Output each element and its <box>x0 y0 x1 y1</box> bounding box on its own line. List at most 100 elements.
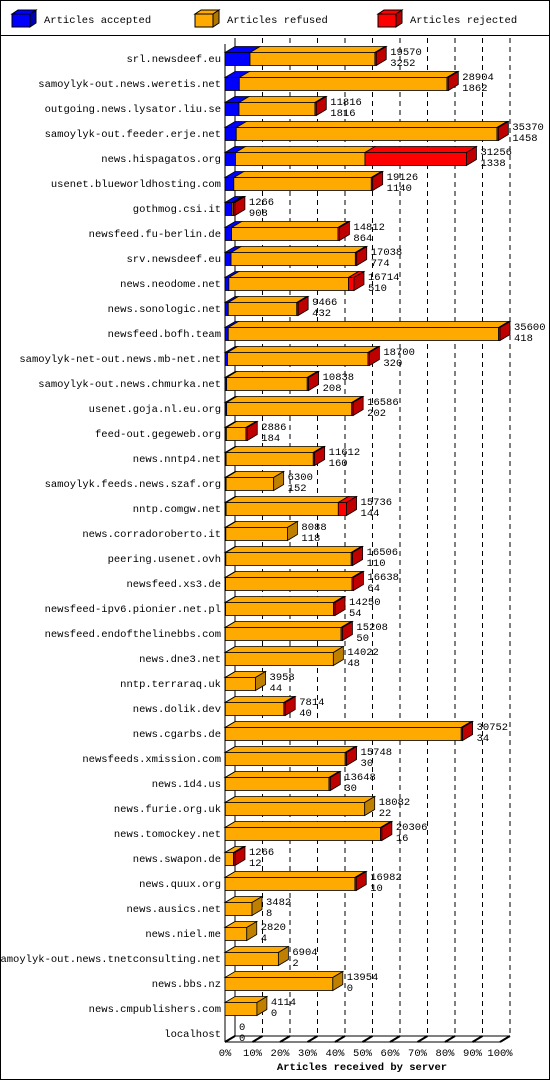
total-label: 0 <box>239 1022 245 1034</box>
accepted-label: 22 <box>379 808 392 820</box>
total-label: 2820 <box>261 922 286 934</box>
y-tick-label: localhost <box>164 1029 221 1041</box>
bar-end <box>256 995 268 1017</box>
total-label: 16982 <box>370 872 402 884</box>
x-tick-label: 90% <box>463 1048 483 1060</box>
bar-segment-top <box>237 96 327 103</box>
y-tick-label: samoylyk-out.news.chmurka.net <box>38 379 221 391</box>
total-label: 11816 <box>330 97 362 109</box>
x-tick-label: 70% <box>408 1048 428 1060</box>
total-label: 13954 <box>347 972 379 984</box>
legend-swatch <box>11 13 31 28</box>
bar-segment <box>224 227 232 241</box>
accepted-label: 4 <box>261 933 267 945</box>
accepted-label: 34 <box>477 733 490 745</box>
bar-end <box>447 70 459 92</box>
bar-segment <box>224 177 235 191</box>
total-label: 13648 <box>344 772 376 784</box>
bar-segment <box>224 777 330 791</box>
bar-segment <box>235 152 366 166</box>
total-label: 17038 <box>371 247 403 259</box>
tick-mark <box>499 1035 511 1043</box>
accepted-label: 0 <box>271 1008 277 1020</box>
y-tick-label: news.tomockey.net <box>114 829 221 841</box>
x-tick-label: 100% <box>487 1048 513 1060</box>
accepted-label: 10 <box>370 883 383 895</box>
bar-segment <box>224 852 235 866</box>
y-tick-label: news.quux.org <box>139 879 221 891</box>
bar-end <box>368 345 380 367</box>
accepted-label: 1140 <box>387 183 412 195</box>
bar-segment-top <box>223 721 473 728</box>
bar-segment <box>224 52 251 66</box>
bar-segment-top <box>224 546 363 553</box>
bar-segment <box>228 277 349 291</box>
bar-end <box>332 970 344 992</box>
bar-segment <box>224 127 237 141</box>
accepted-label: 144 <box>361 508 380 520</box>
total-label: 35370 <box>512 122 544 134</box>
bar-segment <box>249 52 376 66</box>
y-tick-label: news.cgarbs.de <box>133 729 221 741</box>
bar-segment <box>224 1002 258 1016</box>
bar-end <box>284 695 296 717</box>
bar-end <box>234 845 246 867</box>
y-tick-label: newsfeeds.xmission.com <box>82 754 221 766</box>
bar-segment <box>337 502 347 516</box>
bar-end <box>342 620 353 642</box>
total-label: 30752 <box>477 722 509 734</box>
accepted-label: 16 <box>396 833 409 845</box>
total-label: 7814 <box>299 697 324 709</box>
y-tick-label: samoylyk-out.feeder.erje.net <box>45 129 221 141</box>
accepted-label: 418 <box>514 333 533 345</box>
bar-end <box>246 420 258 442</box>
bar-segment <box>226 402 353 416</box>
total-label: 15208 <box>356 622 388 634</box>
bar-segment <box>224 202 233 216</box>
total-label: 16714 <box>368 272 400 284</box>
bar-end <box>255 670 266 692</box>
y-tick-label: samoylyk-out.news.weretis.net <box>38 79 221 91</box>
y-tick-label: gothmog.csi.it <box>133 204 221 216</box>
total-label: 6300 <box>288 472 313 484</box>
bar-end <box>246 920 258 942</box>
y-tick-label: nntp.terraraq.uk <box>120 679 221 691</box>
y-tick-label: newsfeed.xs3.de <box>126 579 221 591</box>
bar-segment-top <box>234 121 509 128</box>
bar-segment-top <box>363 146 478 153</box>
total-label: 18082 <box>379 797 411 809</box>
accepted-label: 908 <box>249 208 268 220</box>
accepted-label: 2 <box>292 958 298 970</box>
bar-end <box>353 570 364 592</box>
bar-segment <box>224 952 279 966</box>
y-tick-label: news.sonologic.net <box>108 304 221 316</box>
total-label: 31256 <box>480 147 512 159</box>
bar-segment-top <box>237 71 459 78</box>
tick-mark <box>251 1035 264 1043</box>
legend-swatch <box>194 13 214 28</box>
total-label: 2886 <box>261 422 286 434</box>
y-tick-label: news.ausics.net <box>126 904 221 916</box>
bar-segment <box>225 527 288 541</box>
total-label: 14812 <box>353 222 385 234</box>
total-label: 11612 <box>329 447 361 459</box>
y-tick-label: news.1d4.us <box>152 779 221 791</box>
bar-end <box>251 895 263 917</box>
y-tick-label: news.bbs.nz <box>152 979 221 991</box>
bar-end <box>314 445 326 467</box>
bar-segment <box>224 627 342 641</box>
bar-end <box>353 270 365 292</box>
bar-segment <box>225 477 275 491</box>
tick-mark <box>471 1035 484 1043</box>
tick-mark <box>279 1035 291 1043</box>
bar-segment-top <box>229 246 367 253</box>
bar-segment-top <box>224 446 325 453</box>
total-label: 14250 <box>349 597 381 609</box>
y-tick-label: nntp.comgw.net <box>133 504 221 516</box>
x-tick-label: 50% <box>353 1048 373 1060</box>
legend-label: Articles refused <box>227 15 328 27</box>
bar-segment <box>225 602 335 616</box>
y-tick-label: outgoing.news.lysator.liu.se <box>45 104 221 116</box>
bar-end <box>334 595 346 617</box>
bar-segment <box>226 377 308 391</box>
